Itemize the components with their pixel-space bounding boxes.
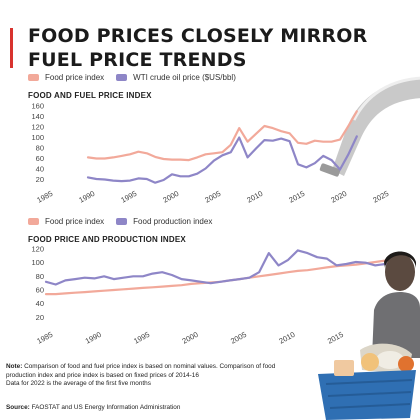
chart1-y-tick-label: 60: [36, 154, 44, 163]
chart2-series-line-1: [44, 249, 396, 286]
legend-swatch-food-price-2: [28, 218, 39, 225]
chart1-y-tick-label: 100: [31, 133, 44, 142]
grocery-basket-illustration: [318, 343, 416, 420]
chart2-y-tick-label: 120: [31, 245, 44, 254]
chart2-y-tick-label: 60: [36, 286, 44, 295]
legend-swatch-wti: [116, 74, 128, 81]
chart1-y-tick-label: 160: [31, 102, 44, 111]
chart1-title: FOOD AND FUEL PRICE INDEX: [28, 91, 152, 100]
chart2-y-tick-label: 100: [31, 258, 44, 267]
legend-swatch-food-production: [116, 218, 128, 225]
legend-label-wti: WTI crude oil price ($US/bbl): [133, 73, 236, 82]
legend-swatch-food-price: [28, 74, 39, 81]
chart1-y-tick-label: 120: [31, 123, 44, 132]
note-label: Note:: [6, 363, 23, 370]
legend-label-food-price-2: Food price index: [45, 217, 105, 226]
chart1-y-tick-label: 20: [36, 175, 44, 184]
chart1-y-tick-label: 140: [31, 112, 44, 121]
chart2-y-tick-label: 80: [36, 272, 44, 281]
legend-label-food-production: Food production index: [133, 217, 213, 226]
source-line: Source: FAOSTAT and US Energy Informatio…: [6, 404, 180, 411]
chart1-y-tick-label: 40: [36, 165, 44, 174]
source-text: FAOSTAT and US Energy Information Admini…: [31, 404, 181, 411]
title-accent-bar: [10, 28, 13, 68]
chart2-x-tick-label: 2000: [181, 330, 200, 346]
chart2-legend: Food price index Food production index: [28, 217, 212, 226]
chart2-x-tick-label: 2005: [229, 330, 248, 346]
chart2-x-tick-label: 1985: [35, 330, 54, 346]
fuel-nozzle-illustration: [319, 76, 420, 177]
legend-label-food-price: Food price index: [45, 73, 105, 82]
chart2-x-tick-label: 2010: [277, 330, 296, 346]
source-label: Source:: [6, 404, 30, 411]
chart1-legend: Food price index WTI crude oil price ($U…: [28, 73, 236, 82]
chart2-title: FOOD PRICE AND PRODUCTION INDEX: [28, 235, 186, 244]
chart1-series-line-0: [86, 110, 358, 162]
chart2-x-tick-label: 1990: [84, 330, 103, 346]
person-photo: [372, 251, 420, 358]
chart2-x-tick-label: 1995: [132, 330, 151, 346]
chart2-y-tick-label: 40: [36, 299, 44, 308]
note-text-block: Note: Comparison of food and fuel price …: [6, 363, 306, 389]
page-title: FOOD PRICES CLOSELY MIRROR FUEL PRICE TR…: [28, 25, 368, 71]
chart1-series-line-1: [86, 135, 358, 184]
note-text-line2: Data for 2022 is the average of the firs…: [6, 380, 151, 388]
note-text: Comparison of food and fuel price index …: [6, 363, 276, 379]
chart2-y-tick-label: 20: [36, 313, 44, 322]
chart1-y-tick-label: 80: [36, 144, 44, 153]
